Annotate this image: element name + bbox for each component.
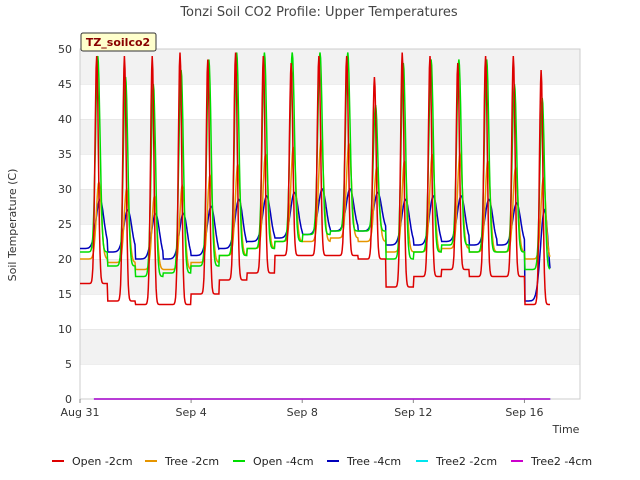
y-tick-label: 5 — [65, 358, 72, 371]
legend-label-tree-2cm: Tree -2cm — [164, 455, 219, 468]
x-tick-label: Sep 8 — [287, 406, 318, 419]
y-tick-label: 25 — [58, 218, 72, 231]
grid-band — [80, 294, 580, 329]
series-line-open-2cm — [80, 52, 550, 306]
legend-label-tree2-4cm: Tree2 -4cm — [530, 455, 592, 468]
y-tick-label: 50 — [58, 43, 72, 56]
y-axis-label: Soil Temperature (C) — [6, 169, 19, 282]
y-tick-label: 45 — [58, 78, 72, 91]
x-axis-label: Time — [552, 423, 580, 436]
station-badge-box — [80, 32, 157, 52]
y-tick-label: 40 — [58, 113, 72, 126]
y-axis-ticks: 0 5 10 15 20 25 30 35 40 45 50 — [58, 43, 72, 406]
grid-band — [80, 84, 580, 119]
grid-band — [80, 364, 580, 399]
x-tick-label: Aug 31 — [61, 406, 100, 419]
series-lines — [80, 52, 551, 400]
legend-label-tree-4cm: Tree -4cm — [346, 455, 401, 468]
legend-label-open-2cm: Open -2cm — [72, 455, 133, 468]
grid-band — [80, 119, 580, 154]
x-tick-label: Sep 12 — [394, 406, 432, 419]
grid-band — [80, 189, 580, 224]
chart-title: Tonzi Soil CO2 Profile: Upper Temperatur… — [179, 5, 458, 20]
station-badge-label: TZ_soilco2 — [86, 36, 150, 49]
x-tick-label: Sep 4 — [175, 406, 206, 419]
x-axis-ticks: Aug 31 Sep 4 Sep 8 Sep 12 Sep 16 — [61, 399, 544, 419]
x-tick-label: Sep 16 — [505, 406, 543, 419]
legend-label-tree2-2cm: Tree2 -2cm — [435, 455, 497, 468]
legend: Open -2cm Tree -2cm Open -4cm Tree -4cm Tree… — [52, 455, 592, 468]
grid-band — [80, 154, 580, 189]
y-tick-label: 0 — [65, 393, 72, 406]
legend-label-open-4cm: Open -4cm — [253, 455, 314, 468]
grid-band — [80, 49, 580, 84]
y-tick-label: 10 — [58, 323, 72, 336]
grid-band — [80, 329, 580, 364]
y-tick-label: 20 — [58, 253, 72, 266]
y-tick-label: 15 — [58, 288, 72, 301]
y-tick-label: 35 — [58, 148, 72, 161]
station-badge: TZ_soilco2 — [80, 32, 157, 52]
series-line-open-4cm — [80, 52, 551, 278]
y-tick-label: 30 — [58, 183, 72, 196]
